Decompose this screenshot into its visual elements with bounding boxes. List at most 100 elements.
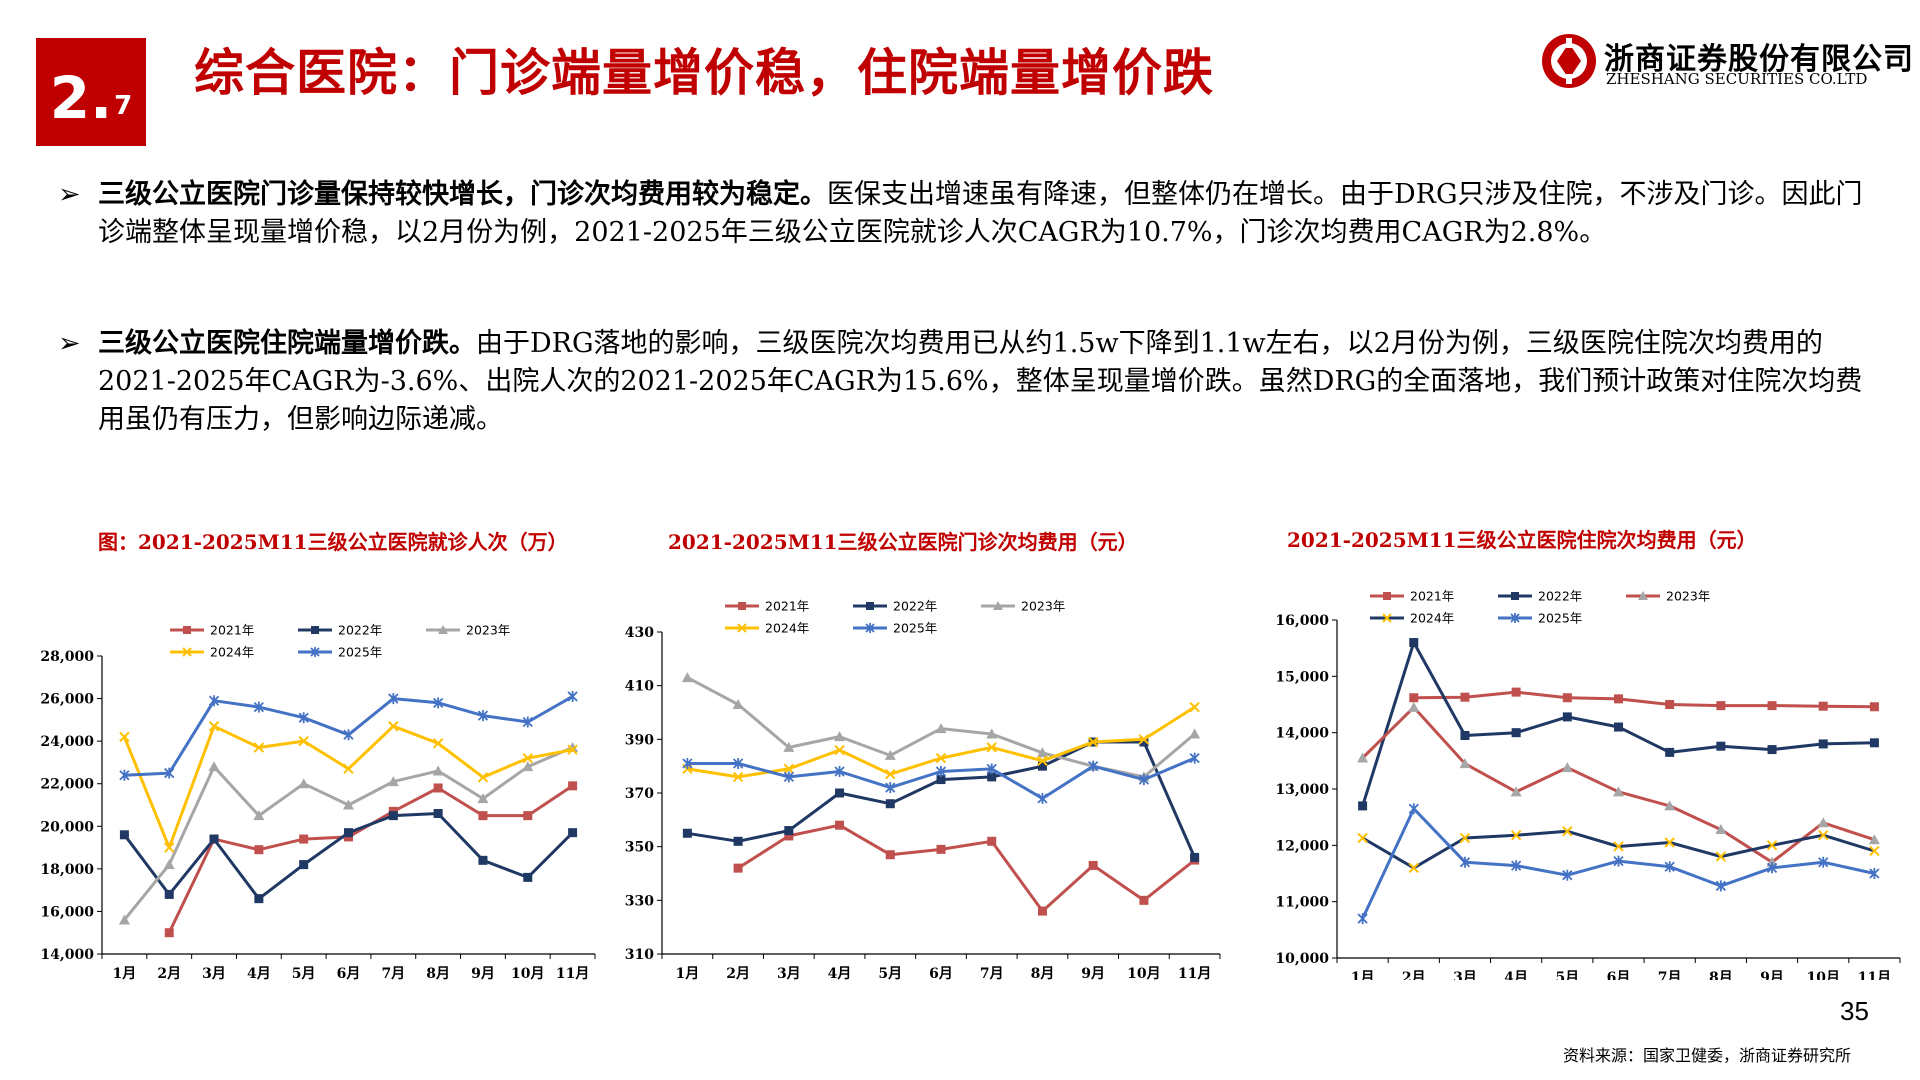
data-point xyxy=(477,772,489,783)
data-point xyxy=(209,834,219,844)
data-point xyxy=(1562,693,1572,703)
series-2023年 xyxy=(681,672,1201,782)
bullet-heading: 三级公立医院住院端量增价跌。 xyxy=(98,328,476,359)
data-point xyxy=(1869,845,1880,857)
legend-label: 2024年 xyxy=(1410,611,1454,626)
series-line xyxy=(737,823,1196,913)
data-point xyxy=(986,763,997,775)
x-tick-label: 10月 xyxy=(511,966,544,982)
data-point xyxy=(732,698,744,709)
legend-marker xyxy=(1510,613,1520,623)
data-point xyxy=(388,811,398,821)
y-tick-label: 11,000 xyxy=(1275,895,1329,911)
data-point xyxy=(936,775,946,785)
legend-item: 2024年 xyxy=(725,621,809,636)
data-point xyxy=(1408,803,1419,815)
legend-marker xyxy=(438,625,448,634)
legend-marker xyxy=(865,623,875,633)
legend-item: 2023年 xyxy=(981,599,1065,614)
y-tick-label: 370 xyxy=(625,786,654,802)
legend-item: 2025年 xyxy=(853,621,937,636)
data-point xyxy=(523,811,533,821)
x-tick-label: 6月 xyxy=(929,966,953,982)
legend-label: 2023年 xyxy=(1021,599,1065,614)
data-point xyxy=(298,735,309,747)
x-tick-label: 9月 xyxy=(1081,966,1105,982)
x-tick-label: 3月 xyxy=(777,966,801,982)
x-tick-label: 9月 xyxy=(471,966,495,982)
data-point xyxy=(1818,739,1828,749)
data-point xyxy=(783,771,794,783)
data-point xyxy=(1460,730,1470,740)
data-point xyxy=(1139,895,1149,905)
x-tick-label: 4月 xyxy=(828,966,852,982)
data-point xyxy=(1715,824,1727,835)
data-point xyxy=(1818,856,1829,868)
data-point xyxy=(835,788,845,798)
data-point xyxy=(1088,760,1099,772)
chart-outpatient-visits: 14,000 16,000 18,000 20,000 22,000 24,000 26,0… xyxy=(40,623,596,982)
data-point xyxy=(1613,786,1624,797)
x-tick-label: 11月 xyxy=(556,966,589,982)
x-tick-label: 11月 xyxy=(1178,966,1211,982)
data-point xyxy=(344,828,353,838)
y-tick-label: 430 xyxy=(625,625,654,641)
data-point xyxy=(884,749,896,760)
section-number-major: 2. xyxy=(49,64,113,132)
data-point xyxy=(1715,851,1727,862)
x-tick-label: 1月 xyxy=(675,966,699,982)
x-tick-label: 5月 xyxy=(292,966,316,982)
data-point xyxy=(1561,762,1573,773)
chart2-title: 2021-2025M11三级公立医院门诊次均费用（元） xyxy=(668,530,1138,554)
x-tick-label: 1月 xyxy=(113,966,137,982)
data-point xyxy=(885,769,896,780)
data-point xyxy=(1036,747,1048,758)
series-2021年 xyxy=(164,781,578,938)
data-point xyxy=(1664,800,1676,811)
legend-marker xyxy=(1511,592,1519,600)
bullet-inpatient: ➢ 三级公立医院住院端量增价跌。由于DRG落地的影响，三级医院次均费用已从约1.… xyxy=(58,325,1878,439)
series-2024年 xyxy=(119,721,578,853)
page-number: 35 xyxy=(1840,996,1869,1026)
data-point xyxy=(432,765,444,776)
data-point xyxy=(987,772,997,782)
x-tick-label: 10月 xyxy=(1806,970,1839,980)
legend-label: 2022年 xyxy=(1538,589,1582,604)
x-tick-label: 1月 xyxy=(1351,970,1375,980)
x-tick-label: 8月 xyxy=(1709,970,1733,980)
data-point xyxy=(783,741,795,752)
legend-item: 2021年 xyxy=(170,623,254,638)
legend-label: 2025年 xyxy=(893,621,937,636)
y-tick-label: 22,000 xyxy=(40,777,94,793)
data-point xyxy=(732,771,744,783)
data-point xyxy=(1189,728,1201,739)
data-point xyxy=(118,914,130,925)
data-point xyxy=(119,830,129,840)
x-tick-label: 11月 xyxy=(1858,970,1891,980)
series-2022年 xyxy=(682,737,1200,862)
legend-item: 2023年 xyxy=(1626,589,1710,604)
data-point xyxy=(784,831,794,841)
data-point xyxy=(1869,702,1879,712)
data-point xyxy=(164,928,174,938)
x-tick-label: 2月 xyxy=(157,966,181,982)
data-point xyxy=(164,767,175,779)
data-point xyxy=(1409,638,1419,648)
series-2023年 xyxy=(118,742,579,925)
data-point xyxy=(986,742,997,753)
data-point xyxy=(783,763,795,775)
legend-item: 2022年 xyxy=(853,599,937,614)
y-tick-label: 14,000 xyxy=(1275,726,1329,742)
y-tick-label: 410 xyxy=(625,679,654,695)
data-point xyxy=(343,763,354,775)
y-tick-label: 330 xyxy=(625,893,654,909)
y-tick-label: 10,000 xyxy=(1275,951,1329,967)
x-tick-label: 3月 xyxy=(202,966,226,982)
data-point xyxy=(1562,869,1573,881)
legend-label: 2022年 xyxy=(893,599,937,614)
data-point xyxy=(343,729,354,741)
data-point xyxy=(1409,693,1419,703)
data-point xyxy=(834,744,845,756)
legend-label: 2021年 xyxy=(1410,589,1454,604)
data-point xyxy=(1037,906,1047,916)
